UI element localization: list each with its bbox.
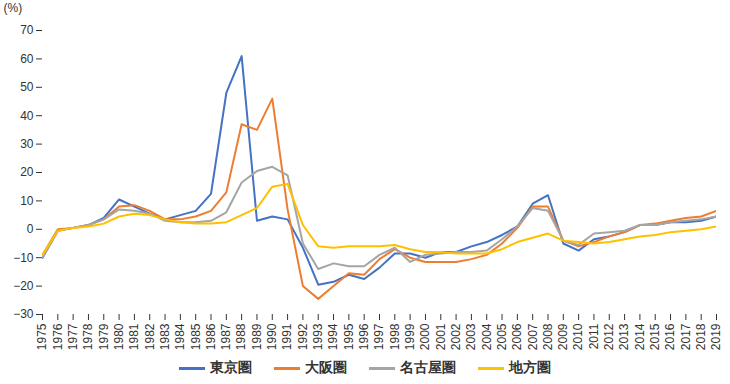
svg-text:2007: 2007	[526, 323, 540, 350]
svg-text:2000: 2000	[418, 323, 432, 350]
svg-text:60: 60	[20, 52, 34, 66]
svg-text:2009: 2009	[556, 323, 570, 350]
svg-text:40: 40	[20, 109, 34, 123]
svg-text:1982: 1982	[143, 323, 157, 350]
svg-text:1990: 1990	[265, 323, 279, 350]
svg-text:1985: 1985	[189, 323, 203, 350]
svg-text:2018: 2018	[694, 323, 708, 350]
svg-text:2016: 2016	[663, 323, 677, 350]
svg-text:1997: 1997	[372, 323, 386, 350]
svg-text:1993: 1993	[311, 323, 325, 350]
svg-text:2019: 2019	[709, 323, 723, 350]
svg-text:2015: 2015	[648, 323, 662, 350]
svg-text:1978: 1978	[81, 323, 95, 350]
svg-text:1981: 1981	[127, 323, 141, 350]
svg-text:2001: 2001	[434, 323, 448, 350]
svg-text:1977: 1977	[66, 323, 80, 350]
svg-text:2003: 2003	[464, 323, 478, 350]
svg-text:(%): (%)	[4, 1, 23, 15]
svg-text:2012: 2012	[602, 323, 616, 350]
svg-text:2006: 2006	[510, 323, 524, 350]
svg-text:2010: 2010	[571, 323, 585, 350]
svg-text:1987: 1987	[219, 323, 233, 350]
svg-text:1991: 1991	[280, 323, 294, 350]
svg-text:2013: 2013	[617, 323, 631, 350]
html-text:大阪圏: 大阪圏	[305, 359, 347, 375]
svg-text:50: 50	[20, 80, 34, 94]
svg-text:1988: 1988	[234, 323, 248, 350]
svg-text:1996: 1996	[357, 323, 371, 350]
svg-text:2004: 2004	[480, 323, 494, 350]
svg-text:0: 0	[27, 222, 34, 236]
html-text:名古屋圏: 名古屋圏	[400, 359, 456, 375]
svg-text:1994: 1994	[326, 323, 340, 350]
svg-text:1976: 1976	[51, 323, 65, 350]
svg-text:1986: 1986	[204, 323, 218, 350]
html-text:地方圏: 地方圏	[509, 359, 551, 375]
svg-text:1980: 1980	[112, 323, 126, 350]
svg-text:1983: 1983	[158, 323, 172, 350]
svg-text:70: 70	[20, 23, 34, 37]
svg-text:1992: 1992	[296, 323, 310, 350]
svg-text:1998: 1998	[388, 323, 402, 350]
svg-text:1989: 1989	[250, 323, 264, 350]
svg-text:10: 10	[20, 194, 34, 208]
svg-text:2002: 2002	[449, 323, 463, 350]
html-text:東京圏: 東京圏	[210, 359, 252, 375]
svg-text:1975: 1975	[35, 323, 49, 350]
svg-text:1979: 1979	[97, 323, 111, 350]
svg-text:−30: −30	[13, 307, 34, 321]
svg-text:1995: 1995	[342, 323, 356, 350]
svg-text:30: 30	[20, 137, 34, 151]
svg-text:2008: 2008	[541, 323, 555, 350]
svg-text:2011: 2011	[587, 323, 601, 349]
svg-text:20: 20	[20, 165, 34, 179]
svg-text:2017: 2017	[679, 323, 693, 350]
svg-text:−20: −20	[13, 279, 34, 293]
svg-text:2014: 2014	[633, 323, 647, 350]
svg-text:−10: −10	[13, 251, 34, 265]
svg-text:1984: 1984	[173, 323, 187, 350]
svg-text:2005: 2005	[495, 323, 509, 350]
svg-text:1999: 1999	[403, 323, 417, 350]
